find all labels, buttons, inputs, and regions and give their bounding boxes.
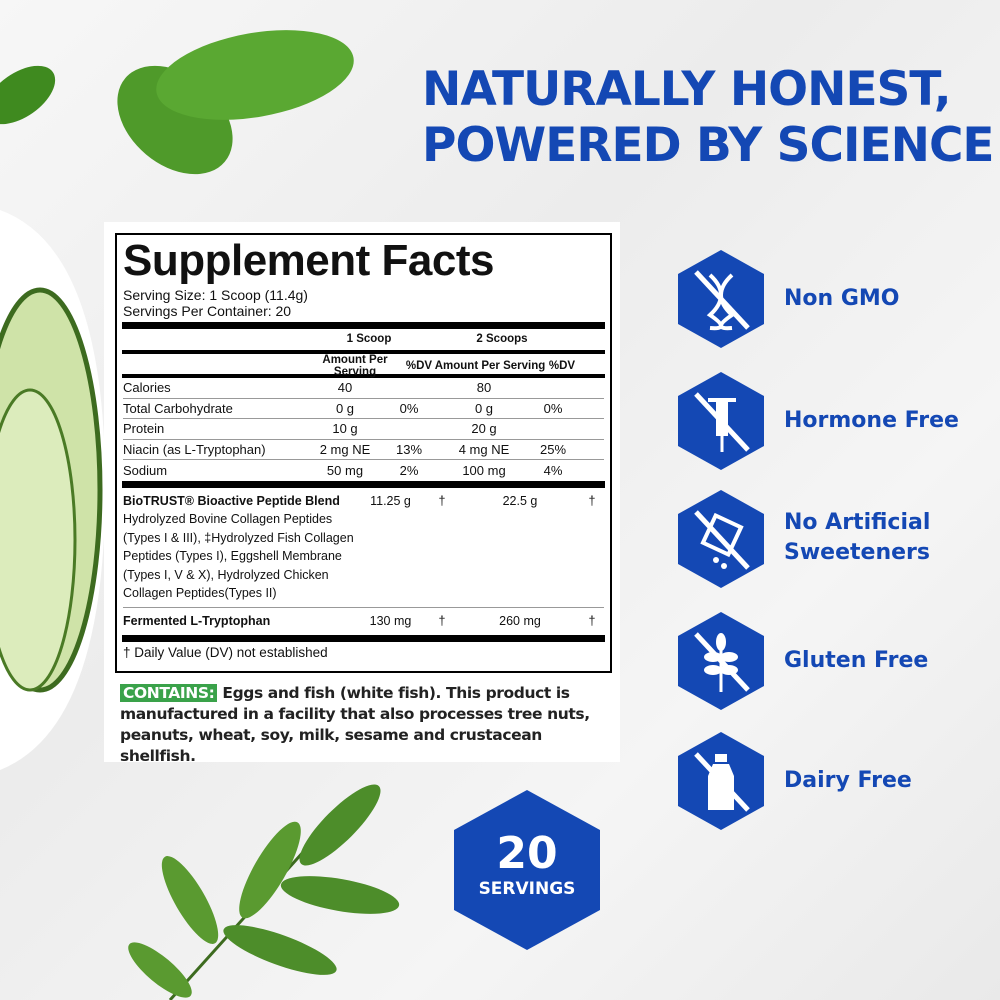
servings-label: SERVINGS bbox=[478, 879, 576, 899]
nutrient-name: Protein bbox=[123, 421, 165, 437]
servings-number: 20 bbox=[496, 828, 558, 879]
nutrient-name: Sodium bbox=[123, 462, 168, 478]
tryptophan-name: Fermented L-Tryptophan bbox=[123, 614, 271, 629]
col-2-header: 2 Scoops bbox=[476, 333, 528, 346]
blend-description: Hydrolyzed Bovine Collagen Peptides (Typ… bbox=[123, 512, 354, 601]
basil-leaves-image bbox=[0, 30, 354, 175]
nutrient-a2: 80 bbox=[476, 380, 492, 396]
nutrient-d1: 2% bbox=[399, 462, 419, 478]
wheat-icon bbox=[678, 612, 764, 710]
column-headers: 1 Scoop 2 Scoops bbox=[123, 329, 604, 350]
supplement-facts-table: Supplement Facts Serving Size: 1 Scoop (… bbox=[115, 233, 612, 673]
nutrient-row: Protein 10 g 20 g bbox=[123, 419, 604, 440]
nutrient-name: Total Carbohydrate bbox=[123, 400, 233, 416]
contains-text: Eggs and fish (white fish). This product… bbox=[120, 684, 590, 765]
hexagon-shape bbox=[454, 790, 600, 950]
servings-per-container: Servings Per Container: 20 bbox=[123, 303, 292, 319]
serving-size: Serving Size: 1 Scoop (11.4g) bbox=[123, 287, 308, 303]
nutrient-d2: 0% bbox=[543, 400, 563, 416]
syringe-icon bbox=[678, 372, 764, 470]
nutrient-row: Sodium 50 mg 2% 100 mg 4% bbox=[123, 460, 604, 481]
allergen-statement: CONTAINS: Eggs and fish (white fish). Th… bbox=[120, 683, 615, 767]
badge-label: Gluten Free bbox=[784, 648, 929, 673]
contains-tag: CONTAINS: bbox=[120, 684, 218, 702]
sub-headers: Amount Per Serving %DV Amount Per Serving%… bbox=[123, 353, 604, 378]
tryptophan-amount-1: 130 mg bbox=[369, 614, 412, 629]
headline-line-2: POWERED BY SCIENCE bbox=[422, 118, 995, 173]
badge-label: Non GMO bbox=[784, 286, 900, 311]
nutrient-row: Calories 40 80 bbox=[123, 378, 604, 399]
tryptophan-dv-1: † bbox=[438, 614, 446, 629]
nutrient-d1: 0% bbox=[399, 400, 419, 416]
col-1-header: 1 Scoop bbox=[346, 333, 392, 346]
badge-label: No Artificial Sweeteners bbox=[784, 508, 930, 568]
nutrient-a1: 0 g bbox=[335, 400, 355, 416]
badge-label: Dairy Free bbox=[784, 768, 912, 793]
cucumber-image bbox=[0, 210, 106, 770]
badge-wheat bbox=[678, 612, 764, 710]
nutrient-row: Niacin (as L-Tryptophan) 2 mg NE 13% 4 mg N… bbox=[123, 440, 604, 460]
dna-icon bbox=[678, 250, 764, 348]
milk-bottle-icon bbox=[678, 732, 764, 830]
blend-row: BioTRUST® Bioactive Peptide Blend Hydroly… bbox=[123, 488, 604, 609]
badge-sweetener-packet bbox=[678, 490, 764, 588]
nutrient-a2: 100 mg bbox=[462, 462, 506, 478]
tryptophan-dv-2: † bbox=[588, 614, 596, 629]
nutrient-d2: 25% bbox=[539, 441, 567, 457]
blend-name: BioTRUST® Bioactive Peptide Blend bbox=[123, 493, 340, 508]
amount-header: Amount Per Serving bbox=[434, 359, 546, 372]
badge-dna bbox=[678, 250, 764, 348]
nutrient-a1: 10 g bbox=[332, 421, 358, 437]
blend-amount-2: 22.5 g bbox=[502, 493, 538, 508]
bay-leaves-image bbox=[128, 784, 400, 1000]
dv-header: %DV bbox=[548, 359, 576, 372]
badge-label: Hormone Free bbox=[784, 408, 959, 433]
facts-title: Supplement Facts bbox=[123, 236, 494, 285]
headline-line-1: NATURALLY HONEST, bbox=[422, 62, 952, 117]
tryptophan-amount-2: 260 mg bbox=[499, 614, 541, 629]
badge-syringe bbox=[678, 372, 764, 470]
nutrient-d2: 4% bbox=[543, 462, 563, 478]
blend-amount-1: 11.25 g bbox=[370, 493, 411, 508]
tryptophan-row: Fermented L-Tryptophan 130 mg † 260 mg † bbox=[123, 608, 604, 635]
blend-dv-1: † bbox=[438, 493, 446, 508]
nutrient-row: Total Carbohydrate 0 g 0% 0 g 0% bbox=[123, 399, 604, 419]
badge-label-line: No Artificial bbox=[784, 510, 931, 535]
nutrient-a2: 20 g bbox=[471, 421, 497, 437]
nutrient-a1: 40 bbox=[337, 380, 353, 396]
nutrient-a2: 4 mg NE bbox=[458, 441, 510, 457]
headline: NATURALLY HONEST, POWERED BY SCIENCE bbox=[422, 62, 995, 174]
nutrient-a1: 50 mg bbox=[326, 462, 364, 478]
nutrient-d1: 13% bbox=[395, 441, 423, 457]
footnote: † Daily Value (DV) not established bbox=[123, 644, 328, 660]
nutrient-name: Niacin (as L-Tryptophan) bbox=[123, 441, 266, 457]
blend-dv-2: † bbox=[588, 493, 596, 508]
badge-label-line: Sweeteners bbox=[784, 540, 930, 565]
nutrient-a1: 2 mg NE bbox=[319, 441, 371, 457]
amount-header: Amount Per Serving bbox=[322, 353, 388, 378]
dv-header: %DV bbox=[405, 359, 433, 372]
nutrient-name: Calories bbox=[123, 380, 171, 396]
badge-milk-bottle bbox=[678, 732, 764, 830]
sweetener-packet-icon bbox=[678, 490, 764, 588]
servings-badge: 20 SERVINGS bbox=[454, 790, 600, 950]
nutrient-a2: 0 g bbox=[474, 400, 494, 416]
